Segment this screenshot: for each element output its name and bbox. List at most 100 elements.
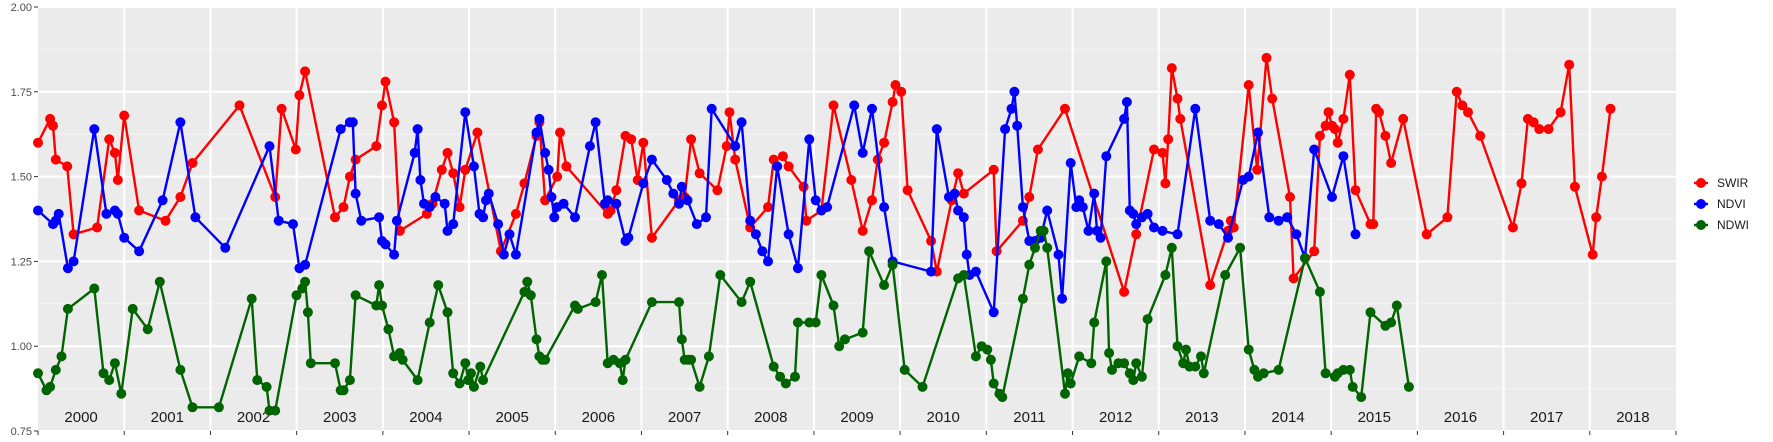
data-point-ndwi xyxy=(1320,368,1331,379)
data-point-ndwi xyxy=(590,297,601,308)
data-point-swir xyxy=(104,134,115,145)
data-point-ndvi xyxy=(931,124,942,135)
data-point-swir xyxy=(1386,158,1397,168)
year-label: 2002 xyxy=(237,409,270,426)
data-point-swir xyxy=(801,215,812,226)
data-point-ndvi xyxy=(374,212,385,223)
data-point-ndwi xyxy=(305,358,316,369)
data-point-ndvi xyxy=(391,215,402,226)
data-point-ndvi xyxy=(190,212,201,223)
y-tick-label: 1.25 xyxy=(11,256,32,268)
data-point-ndvi xyxy=(1000,124,1011,135)
data-point-swir xyxy=(290,144,301,155)
data-point-ndwi xyxy=(790,371,800,382)
data-point-ndwi xyxy=(864,246,875,257)
data-point-ndwi xyxy=(1314,286,1325,297)
data-point-ndwi xyxy=(45,381,56,392)
data-point-ndwi xyxy=(1142,314,1153,325)
data-point-swir xyxy=(857,225,868,236)
data-point-ndwi xyxy=(448,368,459,379)
data-point-ndwi xyxy=(454,378,465,389)
data-point-swir xyxy=(1131,229,1142,240)
data-point-ndvi xyxy=(646,154,657,165)
data-point-ndwi xyxy=(1062,368,1073,379)
data-point-ndvi xyxy=(1009,86,1020,97)
year-label: 2010 xyxy=(927,409,960,426)
data-point-ndwi xyxy=(985,354,996,365)
data-point-swir xyxy=(611,185,622,196)
data-point-swir xyxy=(763,202,773,213)
data-point-ndvi xyxy=(757,246,768,257)
data-point-ndwi xyxy=(261,381,272,392)
series-layer xyxy=(33,52,1616,416)
data-point-ndvi xyxy=(958,212,969,223)
legend-key-point xyxy=(1696,220,1706,230)
data-point-swir xyxy=(867,195,877,206)
data-point-ndwi xyxy=(617,375,628,386)
data-point-swir xyxy=(1398,113,1409,124)
data-point-ndvi xyxy=(112,208,123,219)
data-point-ndwi xyxy=(468,381,479,392)
data-point-ndwi xyxy=(1356,392,1367,403)
data-point-ndvi xyxy=(1338,151,1349,162)
data-point-swir xyxy=(1314,130,1325,141)
data-point-ndwi xyxy=(988,378,999,389)
data-point-ndwi xyxy=(187,402,198,413)
data-point-swir xyxy=(62,161,73,172)
data-point-ndvi xyxy=(1253,127,1263,138)
data-point-ndvi xyxy=(590,117,601,128)
data-point-ndvi xyxy=(1149,222,1159,233)
data-point-ndwi xyxy=(1042,242,1053,253)
data-point-swir xyxy=(436,164,447,175)
data-point-swir xyxy=(1350,185,1361,196)
data-point-ndvi xyxy=(540,147,551,158)
year-label: 2017 xyxy=(1530,409,1563,426)
data-point-ndwi xyxy=(56,351,67,362)
data-point-swir xyxy=(344,171,355,182)
year-label: 2005 xyxy=(495,409,528,426)
data-point-ndwi xyxy=(1196,351,1206,362)
data-point-swir xyxy=(730,154,741,165)
data-point-ndvi xyxy=(1350,229,1361,240)
data-point-swir xyxy=(686,134,697,145)
data-point-ndvi xyxy=(867,103,877,114)
data-point-swir xyxy=(1267,93,1278,104)
data-point-ndvi xyxy=(442,225,453,236)
data-point-ndwi xyxy=(478,375,489,386)
data-point-swir xyxy=(988,164,999,175)
data-point-ndvi xyxy=(682,195,693,206)
data-point-ndwi xyxy=(475,361,486,372)
data-point-ndvi xyxy=(1065,158,1076,168)
data-point-ndwi xyxy=(98,368,109,379)
data-point-swir xyxy=(1172,93,1183,104)
data-point-swir xyxy=(1516,178,1527,189)
data-point-ndvi xyxy=(1309,144,1320,155)
data-point-ndvi xyxy=(1291,229,1302,240)
data-point-ndwi xyxy=(780,378,791,389)
data-point-ndwi xyxy=(1065,378,1076,389)
data-point-ndwi xyxy=(374,280,385,291)
data-point-ndvi xyxy=(783,229,794,240)
data-point-ndvi xyxy=(220,242,231,253)
data-point-swir xyxy=(555,127,565,138)
data-point-ndwi xyxy=(127,303,138,314)
legend-key-point xyxy=(1696,178,1706,188)
data-point-swir xyxy=(902,185,913,196)
data-point-ndvi xyxy=(389,249,400,260)
data-point-ndwi xyxy=(703,351,714,362)
data-point-swir xyxy=(712,185,723,196)
data-point-ndvi xyxy=(772,161,783,172)
data-point-ndvi xyxy=(1083,225,1094,236)
data-point-ndwi xyxy=(1107,364,1117,375)
data-point-ndvi xyxy=(638,178,649,189)
data-point-ndwi xyxy=(89,283,100,294)
data-point-ndwi xyxy=(350,290,361,301)
data-point-ndvi xyxy=(701,212,711,223)
data-point-swir xyxy=(1157,147,1168,158)
data-point-swir xyxy=(1338,113,1349,124)
data-point-ndvi xyxy=(857,147,868,158)
data-point-ndvi xyxy=(1121,97,1132,107)
data-point-ndvi xyxy=(745,215,756,226)
data-point-ndvi xyxy=(1119,113,1130,124)
data-point-ndwi xyxy=(839,334,850,345)
